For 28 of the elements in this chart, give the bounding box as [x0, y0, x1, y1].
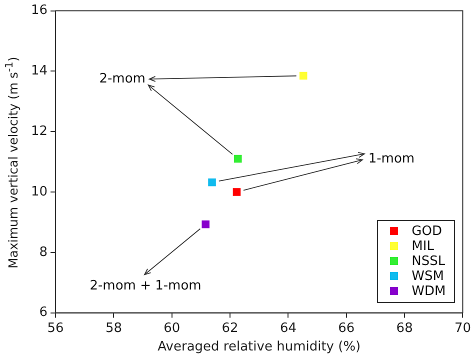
- x-tick-label: 60: [164, 320, 180, 336]
- point: [299, 72, 308, 80]
- y-tick-label: 6: [39, 305, 48, 320]
- x-tick-label: 68: [396, 320, 413, 336]
- y-tick-label: 12: [30, 124, 48, 139]
- x-tick-label: 62: [222, 320, 238, 336]
- legend-label: WDM: [412, 284, 446, 299]
- legend-label: MIL: [412, 238, 434, 254]
- point: [234, 154, 242, 163]
- point: [202, 220, 210, 228]
- legend-label: WSM: [412, 268, 444, 284]
- x-tick-label: 66: [338, 320, 355, 336]
- point: [208, 178, 216, 186]
- y-tick-label: 14: [30, 64, 48, 79]
- x-tick-label: 58: [105, 320, 122, 336]
- x-tick-label: 70: [454, 320, 471, 336]
- point: [232, 188, 241, 196]
- annotation: 2-mom: [99, 72, 146, 87]
- x-axis-title: Averaged relative humidity (%): [158, 340, 361, 355]
- legend-label: NSSL: [412, 254, 446, 269]
- y-tick-label: 10: [30, 184, 48, 200]
- annotation: 1-mom: [368, 151, 415, 166]
- legend-label: GOD: [412, 224, 442, 239]
- annotation: 2-mom + 1-mom: [90, 278, 202, 294]
- y-tick-label: 8: [39, 244, 48, 260]
- x-tick-label: 56: [47, 320, 64, 336]
- x-tick-label: 64: [280, 320, 296, 336]
- y-tick-label: 16: [30, 3, 48, 18]
